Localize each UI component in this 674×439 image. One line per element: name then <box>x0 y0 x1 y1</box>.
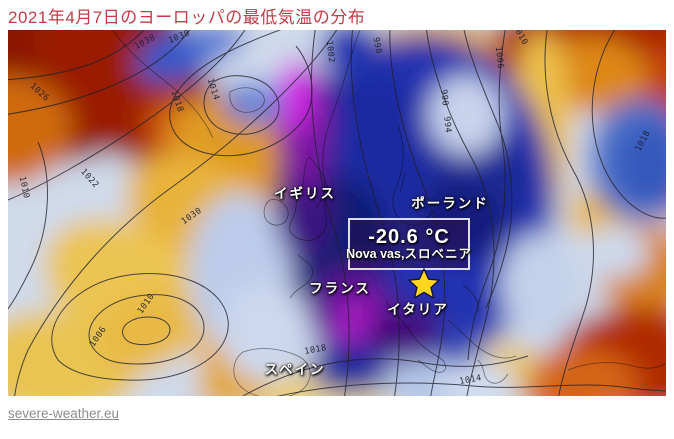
coastlines <box>112 30 666 396</box>
isobar-label: 1014 <box>459 373 483 387</box>
weather-map-svg: 1038 1030 1026 1018 1014 1022 1010 1030 … <box>8 30 666 396</box>
source-link[interactable]: severe-weather.eu <box>8 406 120 421</box>
isobar-label: 994 <box>441 116 453 134</box>
callout-temperature: -20.6 °C <box>368 225 450 248</box>
temperature-field <box>8 30 666 396</box>
weather-map: 1038 1030 1026 1018 1014 1022 1010 1030 … <box>8 30 666 396</box>
isobar-lines <box>8 30 666 396</box>
isobar-label: 998 <box>371 36 384 54</box>
isobar-label: 1010 <box>17 176 31 200</box>
map-label-italy: イタリア <box>387 302 449 317</box>
map-label-uk: イギリス <box>274 186 336 201</box>
temperature-callout: -20.6 °C Nova vas,スロベニア <box>346 218 472 270</box>
callout-location-latin: Nova vas, <box>346 247 405 261</box>
isobar-label: 990 <box>438 89 450 107</box>
page-title: 2021年4月7日のヨーロッパの最低気温の分布 <box>8 8 366 27</box>
callout-location: Nova vas,スロベニア <box>346 247 472 261</box>
map-label-spain: スペイン <box>264 362 326 377</box>
map-label-poland: ポーランド <box>411 196 489 211</box>
isobar-label: 1002 <box>324 40 336 63</box>
star-marker-icon <box>408 268 440 299</box>
isobar-label: 1006 <box>493 46 505 69</box>
callout-location-jp: スロベニア <box>404 247 472 261</box>
map-label-france: フランス <box>309 281 371 296</box>
isobar-label: 1018 <box>304 343 328 357</box>
